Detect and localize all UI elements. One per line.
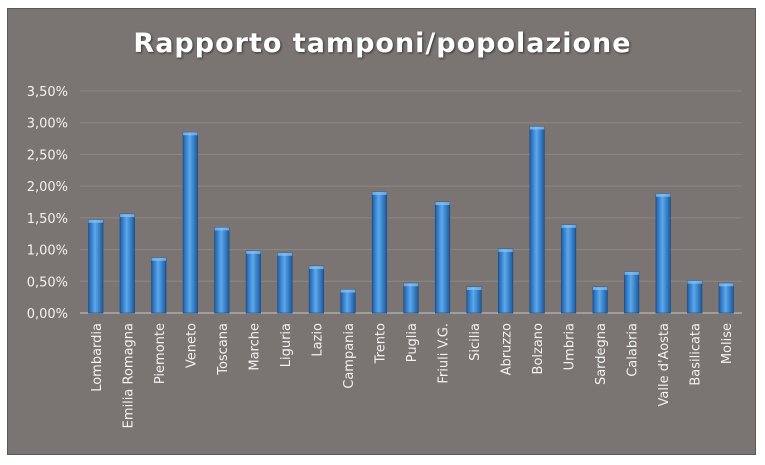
bar-highlight (403, 283, 419, 287)
bar-highlight (183, 132, 198, 136)
bar (151, 257, 167, 314)
bar-highlight (88, 219, 104, 223)
bar (308, 265, 324, 314)
bar (655, 193, 671, 314)
x-tick-label: Calabria (626, 323, 641, 377)
bar-highlight (120, 214, 135, 218)
bar-highlight (592, 286, 608, 290)
bar-highlight (655, 193, 671, 197)
bar (214, 227, 230, 314)
bar-highlight (214, 227, 230, 231)
x-tick-label: Basilicata (689, 323, 704, 386)
x-tick-label: Lombardia (90, 323, 105, 392)
x-tick-label: Lazio (310, 323, 325, 357)
bar-highlight (277, 252, 293, 256)
bar (88, 219, 104, 314)
bar (687, 280, 703, 314)
x-tick-label: Toscana (216, 323, 231, 376)
bar (624, 271, 640, 314)
bar (561, 224, 577, 314)
bar-highlight (561, 224, 576, 228)
x-tick-label: Trento (373, 323, 388, 364)
x-tick-label: Molise (720, 323, 735, 364)
y-tick-label: 1,00% (27, 244, 68, 259)
x-tick-label: Marche (247, 323, 262, 371)
x-tick-label: Abruzzo (500, 323, 515, 375)
y-tick-label: 0,00% (27, 307, 68, 322)
y-tick-label: 3,00% (27, 117, 68, 132)
bar (403, 282, 419, 314)
bar-highlight (498, 248, 513, 252)
y-tick-label: 0,50% (27, 275, 68, 290)
bar-highlight (340, 289, 356, 293)
bar-highlight (372, 191, 387, 195)
y-tick-label: 2,00% (27, 180, 68, 195)
bar (434, 201, 451, 314)
bar-highlight (529, 126, 545, 130)
bar-highlight (466, 286, 482, 290)
chart-title: Rapporto tamponi/popolazione (133, 28, 632, 59)
bar (119, 213, 135, 314)
bar (371, 191, 388, 314)
bar (529, 126, 545, 314)
bar-highlight (435, 202, 450, 205)
x-tick-label: Puglia (405, 323, 420, 362)
bar-highlight (151, 257, 167, 261)
x-tick-label: Friuli V.G. (437, 323, 452, 384)
bar-highlight (246, 250, 261, 254)
x-tick-label: Liguria (279, 323, 294, 367)
bar (466, 286, 482, 314)
bar (498, 248, 514, 314)
x-tick-label: Sicilia (468, 323, 483, 361)
bar (277, 252, 293, 314)
bar (592, 286, 608, 314)
y-tick-label: 2,50% (27, 148, 68, 163)
x-tick-label: Sardegna (594, 323, 609, 385)
x-tick-label: Umbria (563, 323, 578, 370)
bar (340, 289, 356, 314)
x-tick-label: Veneto (184, 323, 199, 368)
bar (245, 250, 261, 314)
x-tick-label: Piemonte (153, 323, 168, 384)
y-tick-label: 3,50% (27, 85, 68, 100)
y-tick-label: 1,50% (27, 212, 68, 227)
bar-highlight (309, 266, 324, 270)
bar-highlight (718, 283, 734, 287)
bar-highlight (624, 271, 639, 275)
x-tick-label: Emilia Romagna (121, 323, 136, 428)
bar (718, 282, 734, 314)
x-tick-label: Valle d'Aosta (657, 323, 672, 406)
x-tick-label: Bolzano (531, 323, 546, 375)
bar (182, 131, 198, 314)
x-tick-label: Campania (342, 323, 357, 389)
bar-highlight (687, 280, 702, 284)
